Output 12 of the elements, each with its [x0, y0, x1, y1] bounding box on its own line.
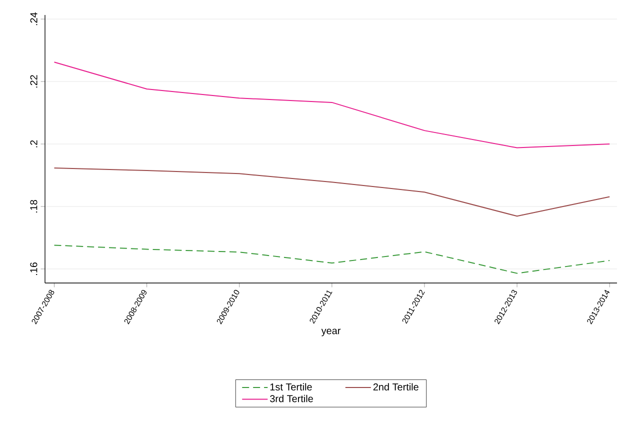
x-axis-title: year: [321, 328, 341, 336]
legend-label: 1st Tertile: [270, 383, 312, 390]
y-tick-label: .22: [30, 75, 38, 88]
legend-label: 2nd Tertile: [373, 383, 418, 390]
line-series: [54, 244, 610, 274]
y-tick-label: .2: [30, 140, 38, 148]
y-tick-label: .18: [30, 200, 38, 212]
line-series: [54, 62, 610, 148]
y-tick-label: .24: [30, 12, 38, 26]
line-series: [54, 168, 610, 217]
y-tick-label: .16: [30, 262, 38, 275]
legend-label: 3rd Tertile: [270, 394, 313, 402]
